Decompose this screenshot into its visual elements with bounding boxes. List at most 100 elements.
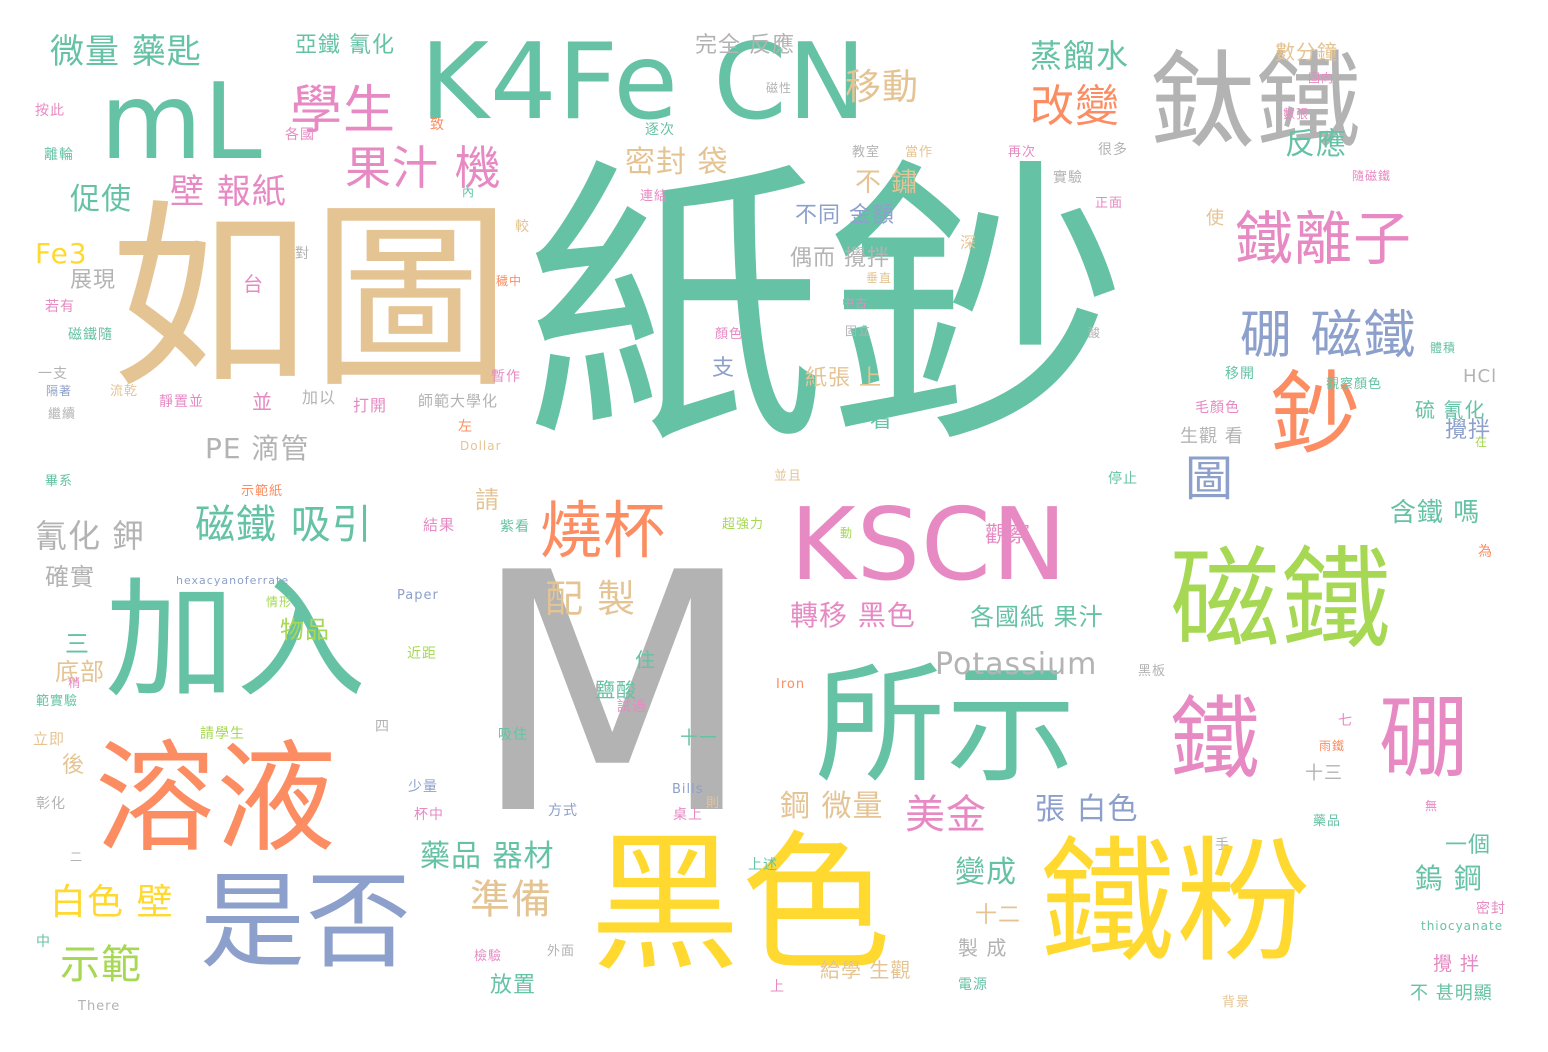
word: 上 (770, 979, 785, 995)
word: 致 (430, 117, 445, 133)
word: 十一 (680, 728, 718, 749)
word: 完全 反應 (695, 33, 795, 58)
word: 吸住 (498, 727, 528, 743)
word: 密封 (1476, 901, 1506, 917)
word: 固立 (845, 324, 872, 338)
word: 毛顏色 (1195, 400, 1240, 416)
word: 停止 (1108, 471, 1138, 487)
word: 鎢 鋼 (1415, 862, 1483, 895)
word: 紙鈔 (525, 135, 1127, 484)
word: K4Fe CN (420, 21, 868, 143)
word: 隨磁鐵 (1352, 169, 1392, 183)
word: 偶而 攪拌 (790, 246, 890, 271)
word: 結果 (423, 516, 456, 534)
word: 轉移 黑色 (790, 599, 916, 632)
word: 正面 (1095, 196, 1124, 211)
word: 鐵離子 (1235, 205, 1413, 273)
word: 住 (635, 648, 656, 672)
word: 不 甚明顯 (1410, 983, 1493, 1004)
word: 近距 (407, 646, 437, 662)
word: Bills (672, 782, 704, 797)
word: 圖 (1185, 451, 1235, 507)
word: 打開 (353, 396, 388, 415)
word: 中 (36, 934, 51, 950)
word: 並且 (774, 469, 803, 484)
word: 若有 (45, 299, 75, 315)
word: 配 製 (545, 577, 637, 621)
word: 燒杯 (540, 494, 667, 567)
word: 一支 (38, 366, 68, 382)
word: Paper (397, 588, 439, 603)
word: Fe3 (35, 237, 88, 270)
word: 改變 (1030, 81, 1120, 132)
word: 雨鐵 (1319, 739, 1346, 753)
word: M (470, 503, 756, 887)
word: 準備 (470, 877, 552, 923)
word: 當作 (905, 145, 934, 160)
word: 畢系 (45, 474, 74, 489)
word: hexacyanoferrate (176, 574, 290, 587)
word: HCl (1463, 366, 1498, 387)
word: 上述 (748, 857, 778, 873)
word: 二 (70, 850, 84, 864)
word: 數分鐘 (1275, 40, 1338, 64)
word: 白色 壁 (50, 882, 174, 923)
word: 垂直 (866, 271, 893, 285)
word: 美金 (905, 792, 987, 838)
word: 超強力 (722, 517, 765, 532)
word: 鐵 (1170, 687, 1261, 792)
word: 方式 (548, 803, 578, 819)
word: thiocyanate (1421, 919, 1504, 933)
word: 顏色 (715, 327, 744, 342)
word: 示範 (60, 942, 142, 988)
word: 靜置並 (159, 394, 204, 410)
word: 在 (1475, 435, 1489, 449)
word: 並 (252, 390, 273, 414)
word: 中古 (842, 296, 869, 310)
word: 為 (1478, 544, 1493, 560)
word: 支 (712, 356, 736, 381)
word: 磁鐵隨 (68, 327, 113, 343)
word: 物品 (280, 616, 330, 644)
word: 杯中 (414, 807, 444, 823)
word: 含鐵 嗎 (1390, 498, 1481, 528)
word: 三 (65, 630, 90, 658)
word: 磁鐵 吸引 (195, 502, 373, 548)
word: 磁性 (766, 81, 793, 95)
word: 電源 (958, 977, 988, 993)
word: 七 (1338, 713, 1353, 729)
word: 移開 (1225, 366, 1255, 382)
word: mL (100, 61, 263, 183)
word: 紫看 (500, 519, 530, 535)
word: 加以 (302, 388, 337, 407)
word: Iron (776, 677, 806, 692)
word: 流乾 (110, 384, 139, 399)
word: 後 (62, 753, 86, 778)
word: 背景 (1222, 995, 1251, 1010)
word: Ⅱ (595, 682, 602, 696)
word: 稍 (68, 676, 82, 690)
word: 各國 (285, 127, 315, 143)
word: 範實驗 (36, 694, 79, 709)
word: 鹽酸 (595, 678, 637, 702)
word: 硫 氰化 (1415, 398, 1486, 422)
word: 四 (375, 719, 390, 735)
word: There (78, 999, 121, 1014)
word: 台 (243, 272, 264, 296)
word: Potassium (935, 647, 1098, 682)
word: 體積 (1430, 341, 1457, 355)
word: 請學生 (200, 726, 245, 742)
word: 不 鏽 (855, 168, 919, 198)
word: 亞鐵 氰化 (295, 33, 395, 58)
word: 底部 (55, 658, 105, 686)
word: 所示 (815, 649, 1078, 801)
word: 微量 藥匙 (50, 32, 202, 72)
word: 一個 (1445, 833, 1492, 858)
word: 立即 (33, 730, 66, 748)
word: 磁鐵 (1170, 536, 1392, 664)
word: 使 (1206, 208, 1225, 229)
word: 觀察 (985, 523, 1032, 548)
word: 如圖 (110, 183, 513, 416)
word: 反應 (1285, 127, 1347, 162)
